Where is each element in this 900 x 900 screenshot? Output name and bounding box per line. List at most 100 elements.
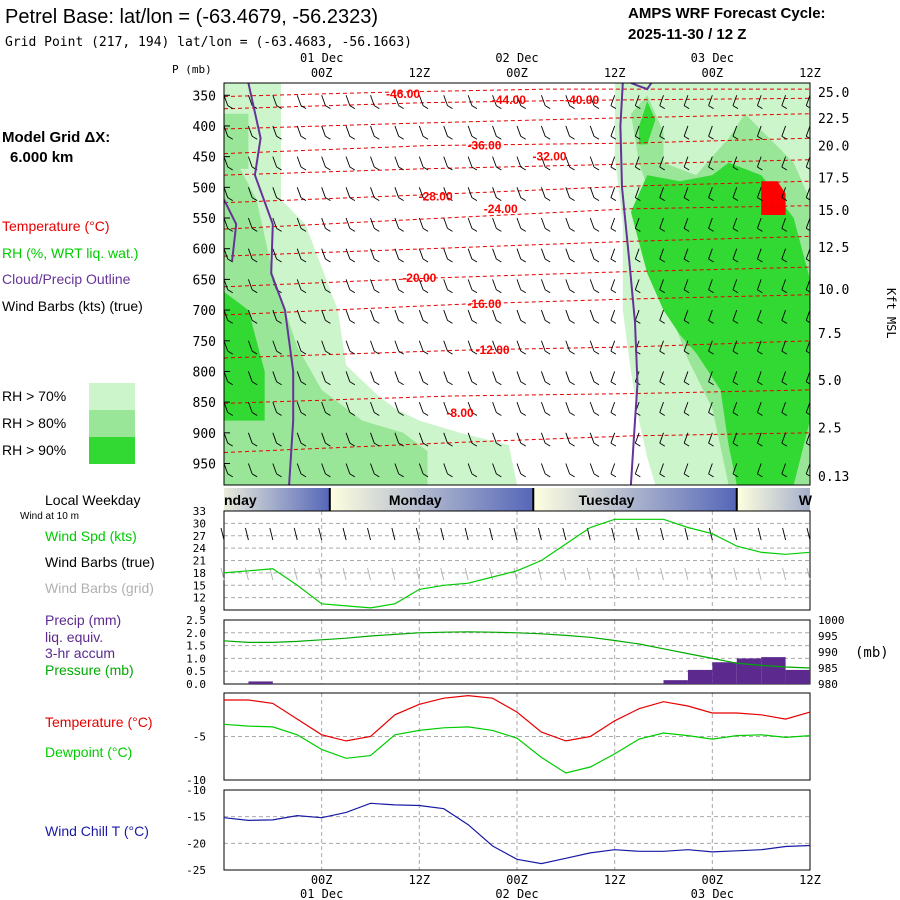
wind-barb-flag xyxy=(732,473,739,478)
wind-barb-flag xyxy=(610,473,617,478)
wind-barb-flag xyxy=(781,258,788,263)
wind-barb xyxy=(443,309,448,321)
wind-barb-flag xyxy=(398,473,404,478)
wind-barb xyxy=(756,463,762,475)
y-tick-label: 18 xyxy=(193,567,206,580)
pressure-tick-label: 990 xyxy=(818,646,838,659)
wind-barb-flag xyxy=(659,412,665,416)
weekday-segment xyxy=(329,488,534,511)
weekday-label: nday xyxy=(224,492,257,508)
top-time-label: 12Z xyxy=(604,66,626,80)
cloud-outline-line xyxy=(630,83,653,91)
wind-barb xyxy=(756,156,762,168)
wind-barb-flag xyxy=(398,135,404,140)
wind-barb xyxy=(272,95,278,106)
wind-barb-flag xyxy=(471,135,478,140)
isotherm-line xyxy=(224,235,810,257)
wind-barb xyxy=(443,217,448,229)
weekday-label: Monday xyxy=(389,492,442,508)
wind-barb xyxy=(418,95,424,106)
wind-barb xyxy=(659,279,664,290)
pressure-tick-label: 950 xyxy=(193,458,216,473)
wind-barb-flag xyxy=(471,197,478,202)
wind-barb xyxy=(370,217,375,229)
wind-barb-grid xyxy=(464,567,469,581)
wind-barb xyxy=(370,463,375,475)
wind-barb-flag xyxy=(781,166,788,171)
wind-barb xyxy=(805,95,810,106)
y-tick-label: -10 xyxy=(186,784,206,797)
wind-barb-flag xyxy=(349,197,356,202)
wind-barb xyxy=(443,156,448,168)
wind-barb-flag xyxy=(806,289,810,293)
wind-barb xyxy=(296,401,302,413)
y-tick-label: 24 xyxy=(193,542,207,555)
wind-barb-flag xyxy=(325,135,331,140)
wind-barb-flag xyxy=(708,227,714,232)
wind-barb xyxy=(589,95,595,106)
y-tick-label: 12 xyxy=(193,592,206,605)
wind-barb-flag xyxy=(781,197,788,202)
wind-barb xyxy=(659,156,664,168)
pressure-tick-label: 450 xyxy=(193,151,216,166)
wind-barb-flag xyxy=(251,381,258,386)
wind-barb xyxy=(732,309,738,321)
wind-barb xyxy=(418,340,424,352)
wind-barb-flag xyxy=(520,350,526,355)
wind-barb-flag xyxy=(732,350,739,355)
wind-barb-flag xyxy=(635,197,641,202)
wind-barb xyxy=(732,371,738,382)
wind-barb xyxy=(394,95,400,106)
pressure-tick-label: 750 xyxy=(193,335,216,350)
wind-barb xyxy=(247,187,253,198)
wind-barb-flag xyxy=(300,105,307,109)
wind-barb xyxy=(516,309,522,321)
wind-barb-flag xyxy=(683,442,690,447)
wind-barb-flag xyxy=(708,135,714,140)
wind-barb-grid xyxy=(757,567,762,581)
wind-barb-flag xyxy=(569,289,575,294)
wind-barb xyxy=(516,217,522,229)
wind-barb-flag xyxy=(683,166,690,171)
wind-barb xyxy=(756,248,762,260)
wind-barb-true xyxy=(782,527,787,541)
top-date-label: 03 Dec xyxy=(691,51,734,65)
wind-barb xyxy=(781,248,787,260)
wind-barb-flag xyxy=(781,381,788,386)
wind-barb-flag xyxy=(610,381,617,386)
wind-barb xyxy=(321,187,326,198)
bottom-time-label: 12Z xyxy=(604,873,626,887)
wind-barb-flag xyxy=(569,473,575,478)
wind-barb xyxy=(272,463,278,475)
wind-barb-true xyxy=(586,527,591,541)
wind-barb-flag xyxy=(251,320,258,324)
wind-barb-flag xyxy=(520,258,526,263)
wind-barb-flag xyxy=(732,320,739,324)
wind-barb-flag xyxy=(471,412,478,416)
wind-barb-flag xyxy=(471,227,478,232)
wind-barb-flag xyxy=(635,166,641,171)
wind-barb xyxy=(370,279,375,290)
wind-barb xyxy=(394,309,400,321)
wind-barb-flag xyxy=(349,135,356,140)
wind-barb xyxy=(589,371,595,382)
wind-barb xyxy=(659,463,664,475)
wind-barb-flag xyxy=(325,105,331,109)
wind-barb-flag xyxy=(374,135,380,140)
wind-barb xyxy=(247,95,253,106)
top-time-label: 00Z xyxy=(701,66,723,80)
weekday-segment xyxy=(533,488,737,511)
wind-barb xyxy=(565,187,571,198)
wind-barb xyxy=(683,463,689,475)
wind-barb-flag xyxy=(447,135,453,140)
wind-barb xyxy=(540,279,546,290)
wind-barb-flag xyxy=(422,135,429,140)
wind-barb-flag xyxy=(227,473,233,478)
wind-barb-flag xyxy=(520,166,526,171)
top-time-axis: 00Z 12Z 00Z 12Z 00Z 12Z 01 Dec 02 Dec 03 Dec xyxy=(300,51,821,80)
wind-barb xyxy=(492,371,497,382)
pressure-tick-label: 350 xyxy=(193,89,216,104)
wind-barb xyxy=(394,248,400,260)
wind-barb xyxy=(443,432,448,444)
wind-barb-flag xyxy=(635,442,641,447)
